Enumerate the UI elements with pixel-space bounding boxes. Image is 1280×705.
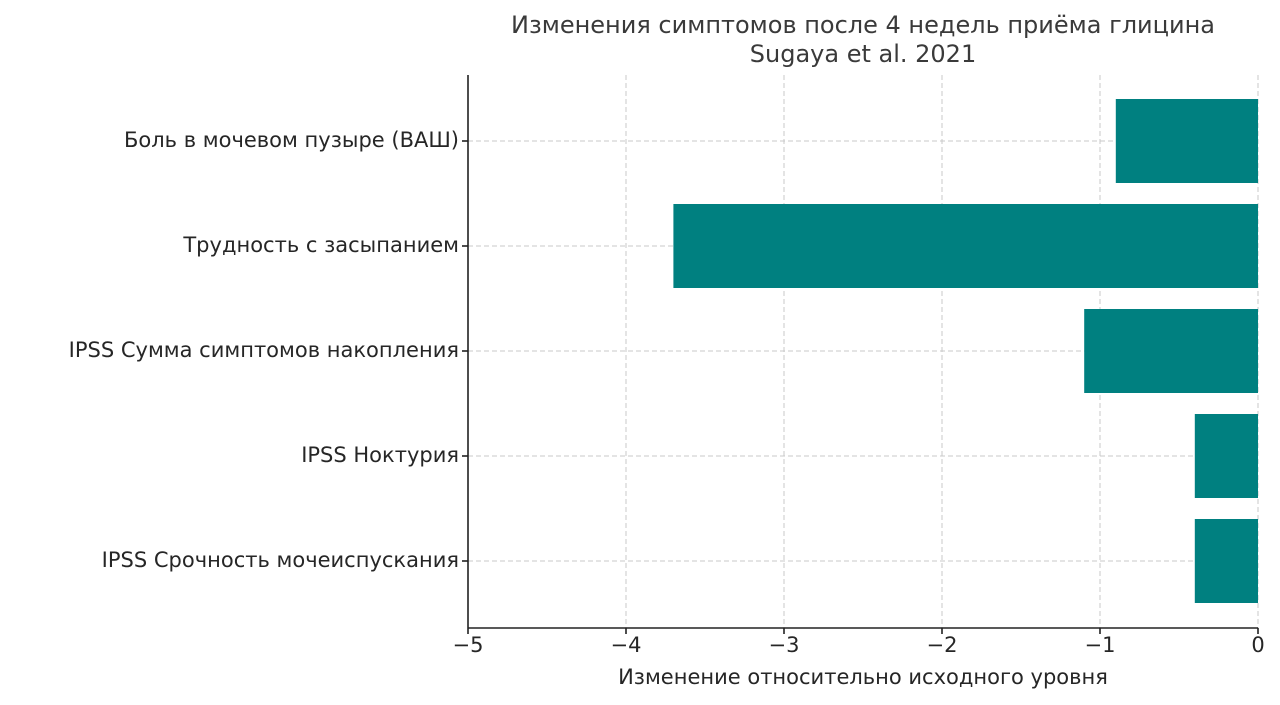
y-tick-label: IPSS Срочность мочеиспускания xyxy=(102,548,459,572)
x-axis-label: Изменение относительно исходного уровня xyxy=(618,665,1108,689)
x-tick-label: −5 xyxy=(453,633,484,657)
y-tick-label: IPSS Сумма симптомов накопления xyxy=(69,338,459,362)
x-tick-label: −2 xyxy=(927,633,958,657)
y-tick-label: Трудность с засыпанием xyxy=(182,233,459,257)
y-tick-label: Боль в мочевом пузыре (ВАШ) xyxy=(124,128,459,152)
y-tick-label: IPSS Ноктурия xyxy=(301,443,459,467)
chart-title: Изменения симптомов после 4 недель приём… xyxy=(511,11,1215,39)
bar xyxy=(1084,309,1258,393)
x-tick-label: 0 xyxy=(1251,633,1264,657)
bar xyxy=(1194,519,1258,603)
bar xyxy=(673,204,1258,288)
chart-subtitle: Sugaya et al. 2021 xyxy=(750,40,976,68)
x-tick-label: −4 xyxy=(611,633,642,657)
x-tick-label: −3 xyxy=(769,633,800,657)
x-tick-label: −1 xyxy=(1085,633,1116,657)
bar xyxy=(1194,414,1258,498)
bar xyxy=(1115,99,1258,183)
